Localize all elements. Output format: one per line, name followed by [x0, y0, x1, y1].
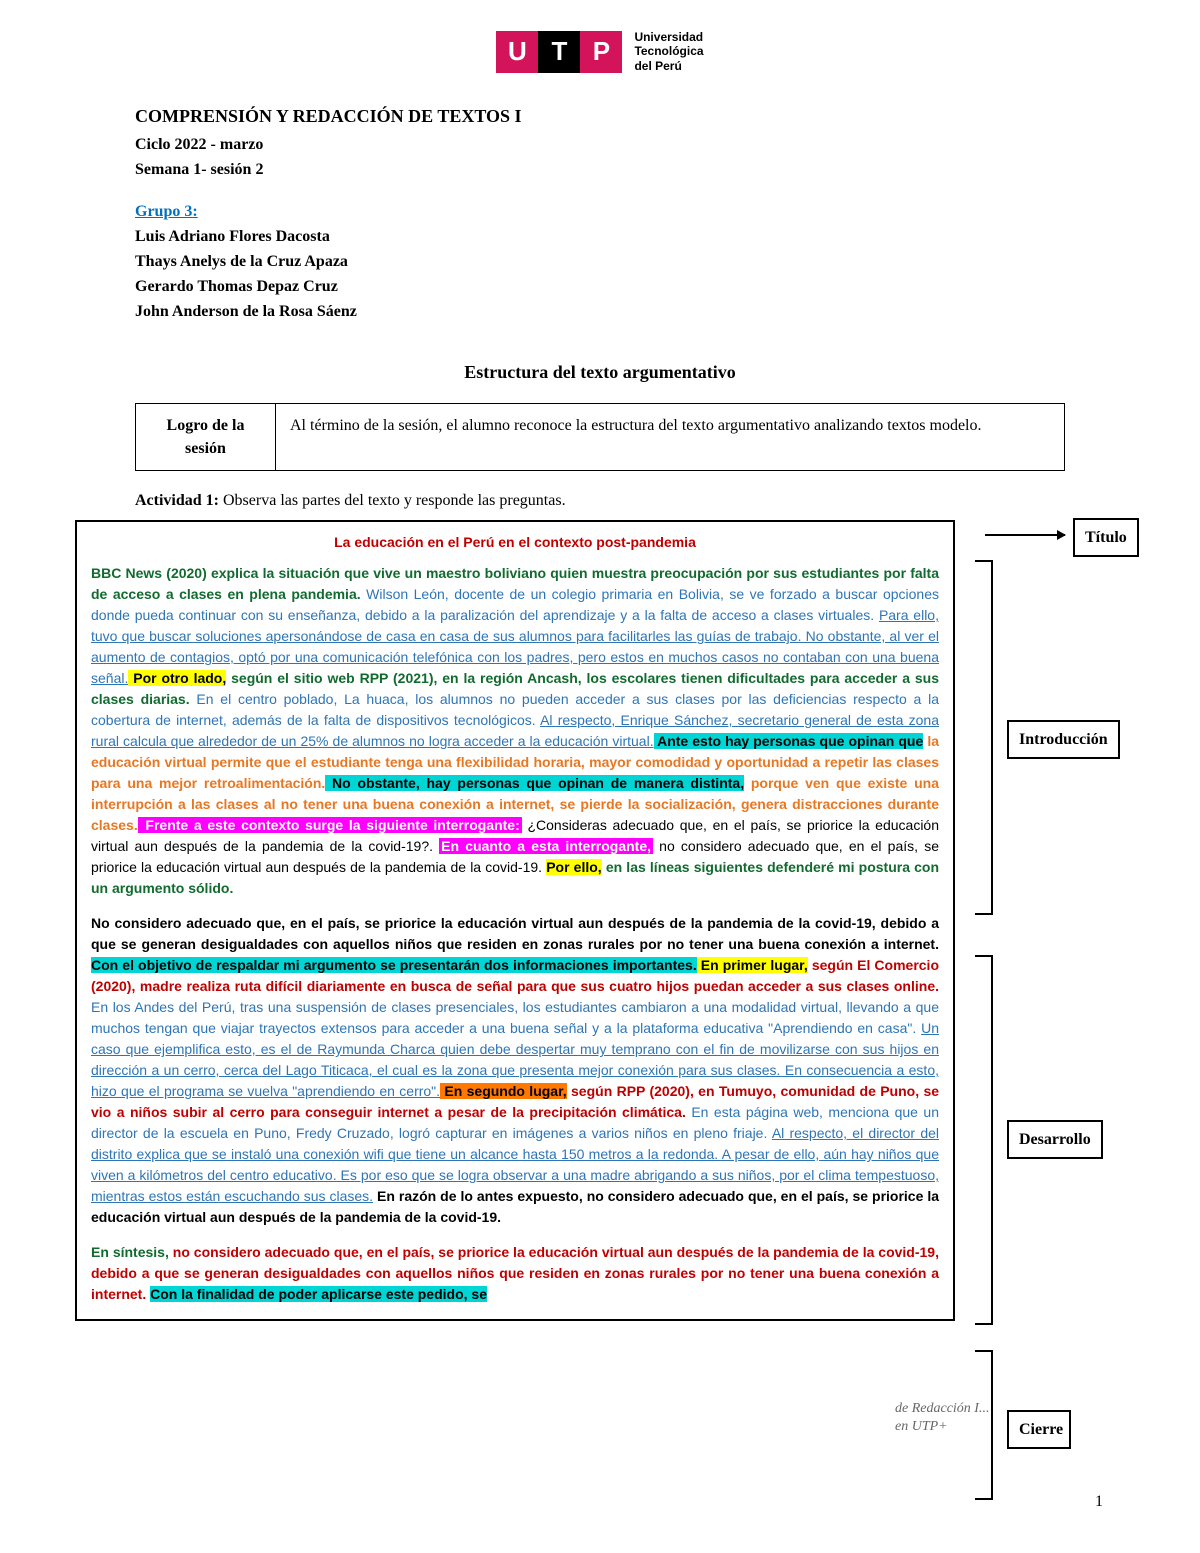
page-number: 1 [1095, 1490, 1103, 1513]
p2-s3: En primer lugar, [697, 957, 808, 973]
article-title: La educación en el Perú en el contexto p… [91, 532, 939, 553]
member-3: Gerardo Thomas Depaz Cruz [135, 275, 1065, 298]
group-label: Grupo 3: [135, 200, 1065, 223]
label-introduccion: Introducción [1007, 720, 1120, 759]
actividad-label: Actividad 1: [135, 492, 219, 509]
logro-label-l1: Logro de la [167, 417, 245, 434]
bracket-intro [975, 560, 993, 915]
logo-utp: U T P [496, 31, 622, 73]
paragraph-cierre: En síntesis, no considero adecuado que, … [91, 1242, 939, 1305]
course-cycle: Ciclo 2022 - marzo [135, 133, 1065, 156]
p2-s7: En segundo lugar, [440, 1083, 567, 1099]
member-4: John Anderson de la Rosa Sáenz [135, 300, 1065, 323]
p1-s8: Ante esto hay personas que opinan que [654, 733, 924, 749]
logro-label-l2: sesión [185, 440, 226, 457]
p2-s1: No considero adecuado que, en el país, s… [91, 915, 939, 952]
course-week: Semana 1- sesión 2 [135, 158, 1065, 181]
ghost-text: de Redacción I... en UTP+ [895, 1400, 1015, 1436]
p1-s4: Por otro lado, [128, 670, 226, 686]
logo-sub-l3: del Perú [634, 59, 703, 73]
logro-text: Al término de la sesión, el alumno recon… [276, 404, 1064, 470]
logo-sub-l1: Universidad [634, 30, 703, 44]
label-desarrollo: Desarrollo [1007, 1120, 1103, 1159]
course-title: COMPRENSIÓN Y REDACCIÓN DE TEXTOS I [135, 103, 1065, 129]
article-box: La educación en el Perú en el contexto p… [75, 520, 955, 1321]
ghost-l2: en UTP+ [895, 1419, 948, 1434]
arrow-titulo [985, 534, 1065, 536]
logo-p: P [580, 31, 622, 73]
logo-subtitle: Universidad Tecnológica del Perú [634, 30, 703, 73]
section-title: Estructura del texto argumentativo [135, 359, 1065, 385]
p1-s10: No obstante, hay personas que opinan de … [325, 775, 744, 791]
logo-sub-l2: Tecnológica [634, 44, 703, 58]
logo-t: T [538, 31, 580, 73]
label-cierre: Cierre [1007, 1410, 1071, 1449]
member-1: Luis Adriano Flores Dacosta [135, 225, 1065, 248]
p1-s16: Por ello, [546, 859, 602, 875]
p3-s1: En síntesis, [91, 1244, 169, 1260]
actividad-1: Actividad 1: Observa las partes del text… [135, 489, 1065, 512]
p1-s14: En cuanto a esta interrogante, [439, 838, 653, 854]
logo-u: U [496, 31, 538, 73]
logo-row: U T P Universidad Tecnológica del Perú [0, 30, 1200, 73]
p1-s12: Frente a este contexto surge la siguient… [138, 817, 522, 833]
actividad-text: Observa las partes del texto y responde … [219, 492, 566, 509]
member-2: Thays Anelys de la Cruz Apaza [135, 250, 1065, 273]
p2-s2: Con el objetivo de respaldar mi argument… [91, 957, 697, 973]
logro-table: Logro de la sesión Al término de la sesi… [135, 403, 1065, 471]
logro-label: Logro de la sesión [136, 404, 276, 470]
bracket-desarrollo [975, 955, 993, 1325]
paragraph-intro: BBC News (2020) explica la situación que… [91, 563, 939, 899]
ghost-l1: de Redacción I... [895, 1401, 989, 1416]
p3-s3: Con la finalidad de poder aplicarse este… [150, 1286, 487, 1302]
p2-s5: En los Andes del Perú, tras una suspensi… [91, 999, 939, 1036]
paragraph-desarrollo: No considero adecuado que, en el país, s… [91, 913, 939, 1228]
diagram-row: La educación en el Perú en el contexto p… [0, 520, 1200, 1321]
label-titulo: Título [1073, 518, 1139, 557]
